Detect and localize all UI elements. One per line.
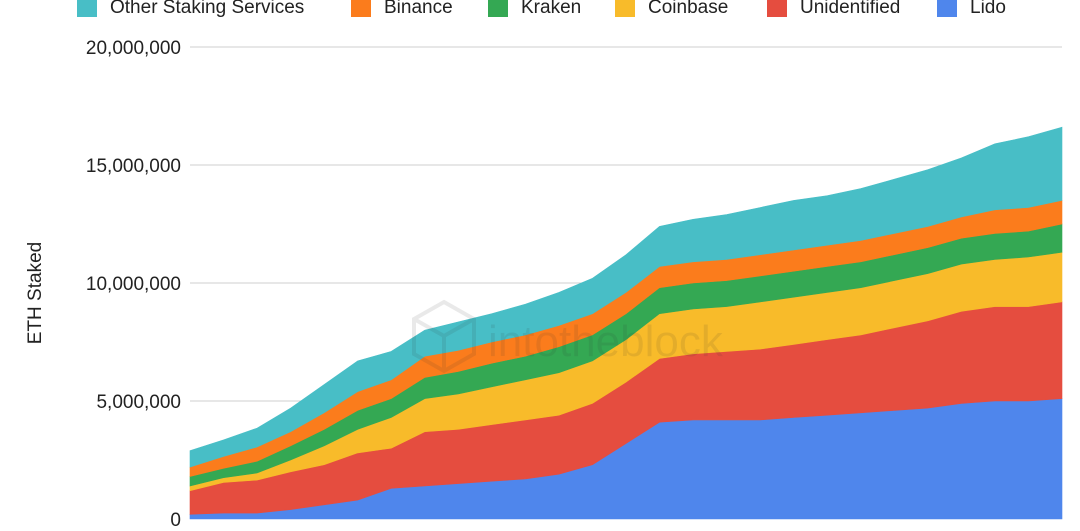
- y-axis-title: ETH Staked: [25, 242, 46, 344]
- legend-item-binance: Binance: [351, 0, 453, 18]
- legend-swatch: [615, 0, 635, 17]
- legend-swatch: [77, 0, 97, 17]
- legend-item-lido: Lido: [937, 0, 1006, 18]
- area-other-staking-services: [189, 126, 1063, 468]
- y-tick-label: 5,000,000: [96, 392, 181, 413]
- y-tick-label: 15,000,000: [86, 156, 181, 177]
- legend-label: Lido: [970, 0, 1006, 18]
- legend-swatch: [351, 0, 371, 17]
- legend-item-other-staking-services: Other Staking Services: [77, 0, 304, 18]
- watermark-text: intotheblock: [488, 317, 724, 366]
- legend-label: Unidentified: [800, 0, 900, 18]
- legend-label: Kraken: [521, 0, 581, 18]
- y-tick-label: 10,000,000: [86, 274, 181, 295]
- legend-swatch: [937, 0, 957, 17]
- legend-item-kraken: Kraken: [488, 0, 581, 18]
- legend-item-unidentified: Unidentified: [767, 0, 900, 18]
- y-axis-ticks: 0 5,000,000 10,000,000 15,000,000 20,000,000: [86, 38, 181, 531]
- watermark-logo-icon: [412, 299, 476, 374]
- legend-label: Binance: [384, 0, 453, 18]
- legend-label: Coinbase: [648, 0, 728, 18]
- legend-swatch: [767, 0, 787, 17]
- y-tick-label: 0: [170, 510, 181, 531]
- legend-item-coinbase: Coinbase: [615, 0, 728, 18]
- y-tick-label: 20,000,000: [86, 38, 181, 59]
- legend-swatch: [488, 0, 508, 17]
- legend-label: Other Staking Services: [110, 0, 304, 18]
- area-series: [189, 126, 1063, 520]
- watermark: intotheblock: [412, 299, 724, 374]
- legend: Other Staking Services Binance Kraken Coinb…: [77, 0, 1006, 18]
